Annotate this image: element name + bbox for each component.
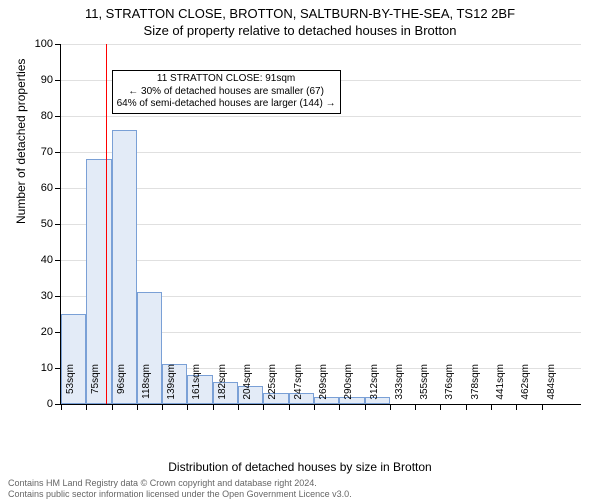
x-tick (86, 404, 87, 410)
y-tick-label: 10 (23, 362, 53, 374)
x-tick-label: 204sqm (242, 364, 253, 414)
y-tick-label: 50 (23, 218, 53, 230)
gridline (61, 188, 581, 189)
x-tick-label: 484sqm (546, 364, 557, 414)
x-tick (339, 404, 340, 410)
x-tick (516, 404, 517, 410)
chart-title-main: 11, STRATTON CLOSE, BROTTON, SALTBURN-BY… (0, 6, 600, 21)
x-tick-label: 462sqm (520, 364, 531, 414)
x-tick (187, 404, 188, 410)
y-tick (55, 188, 61, 189)
x-tick (491, 404, 492, 410)
y-tick-label: 30 (23, 290, 53, 302)
y-tick-label: 70 (23, 146, 53, 158)
y-tick (55, 260, 61, 261)
x-axis-label: Distribution of detached houses by size … (0, 460, 600, 474)
y-tick-label: 90 (23, 74, 53, 86)
x-tick-label: 378sqm (470, 364, 481, 414)
y-tick-label: 0 (23, 398, 53, 410)
x-tick-label: 355sqm (419, 364, 430, 414)
gridline (61, 44, 581, 45)
x-tick (213, 404, 214, 410)
footer-line-2: Contains public sector information licen… (8, 489, 600, 500)
x-tick (365, 404, 366, 410)
y-tick-label: 60 (23, 182, 53, 194)
y-tick (55, 296, 61, 297)
x-tick-label: 75sqm (90, 364, 101, 414)
x-tick-label: 118sqm (141, 364, 152, 414)
annotation-line: 64% of semi-detached houses are larger (… (117, 98, 336, 111)
x-tick-label: 333sqm (394, 364, 405, 414)
x-tick-label: 139sqm (166, 364, 177, 414)
annotation-line: ← 30% of detached houses are smaller (67… (117, 86, 336, 99)
x-tick (112, 404, 113, 410)
x-tick-label: 225sqm (267, 364, 278, 414)
x-tick-label: 290sqm (343, 364, 354, 414)
x-tick-label: 161sqm (191, 364, 202, 414)
subject-marker-line (106, 44, 107, 404)
x-tick-label: 269sqm (318, 364, 329, 414)
x-tick-label: 182sqm (217, 364, 228, 414)
x-tick (466, 404, 467, 410)
x-tick (440, 404, 441, 410)
y-tick-label: 100 (23, 38, 53, 50)
x-tick (289, 404, 290, 410)
y-tick-label: 80 (23, 110, 53, 122)
footer-line-1: Contains HM Land Registry data © Crown c… (8, 478, 600, 489)
x-tick-label: 53sqm (65, 364, 76, 414)
plot-area: 010203040506070809010053sqm75sqm96sqm118… (60, 44, 581, 405)
y-tick (55, 152, 61, 153)
x-tick (263, 404, 264, 410)
x-tick-label: 247sqm (293, 364, 304, 414)
footer-attribution: Contains HM Land Registry data © Crown c… (8, 478, 600, 500)
x-tick-label: 312sqm (369, 364, 380, 414)
x-tick (137, 404, 138, 410)
gridline (61, 152, 581, 153)
annotation-box: 11 STRATTON CLOSE: 91sqm← 30% of detache… (112, 70, 341, 114)
x-tick-label: 441sqm (495, 364, 506, 414)
gridline (61, 116, 581, 117)
y-tick (55, 116, 61, 117)
gridline (61, 260, 581, 261)
y-tick (55, 44, 61, 45)
y-tick-label: 20 (23, 326, 53, 338)
y-tick-label: 40 (23, 254, 53, 266)
x-tick (162, 404, 163, 410)
y-tick (55, 80, 61, 81)
x-tick (314, 404, 315, 410)
x-tick (61, 404, 62, 410)
x-tick (238, 404, 239, 410)
gridline (61, 224, 581, 225)
chart-frame: Number of detached properties 0102030405… (60, 44, 580, 404)
x-tick (415, 404, 416, 410)
annotation-line: 11 STRATTON CLOSE: 91sqm (117, 73, 336, 86)
y-tick (55, 224, 61, 225)
x-tick-label: 96sqm (116, 364, 127, 414)
x-tick (390, 404, 391, 410)
x-tick (542, 404, 543, 410)
chart-title-sub: Size of property relative to detached ho… (0, 23, 600, 38)
histogram-bar (112, 130, 137, 404)
x-tick-label: 376sqm (444, 364, 455, 414)
